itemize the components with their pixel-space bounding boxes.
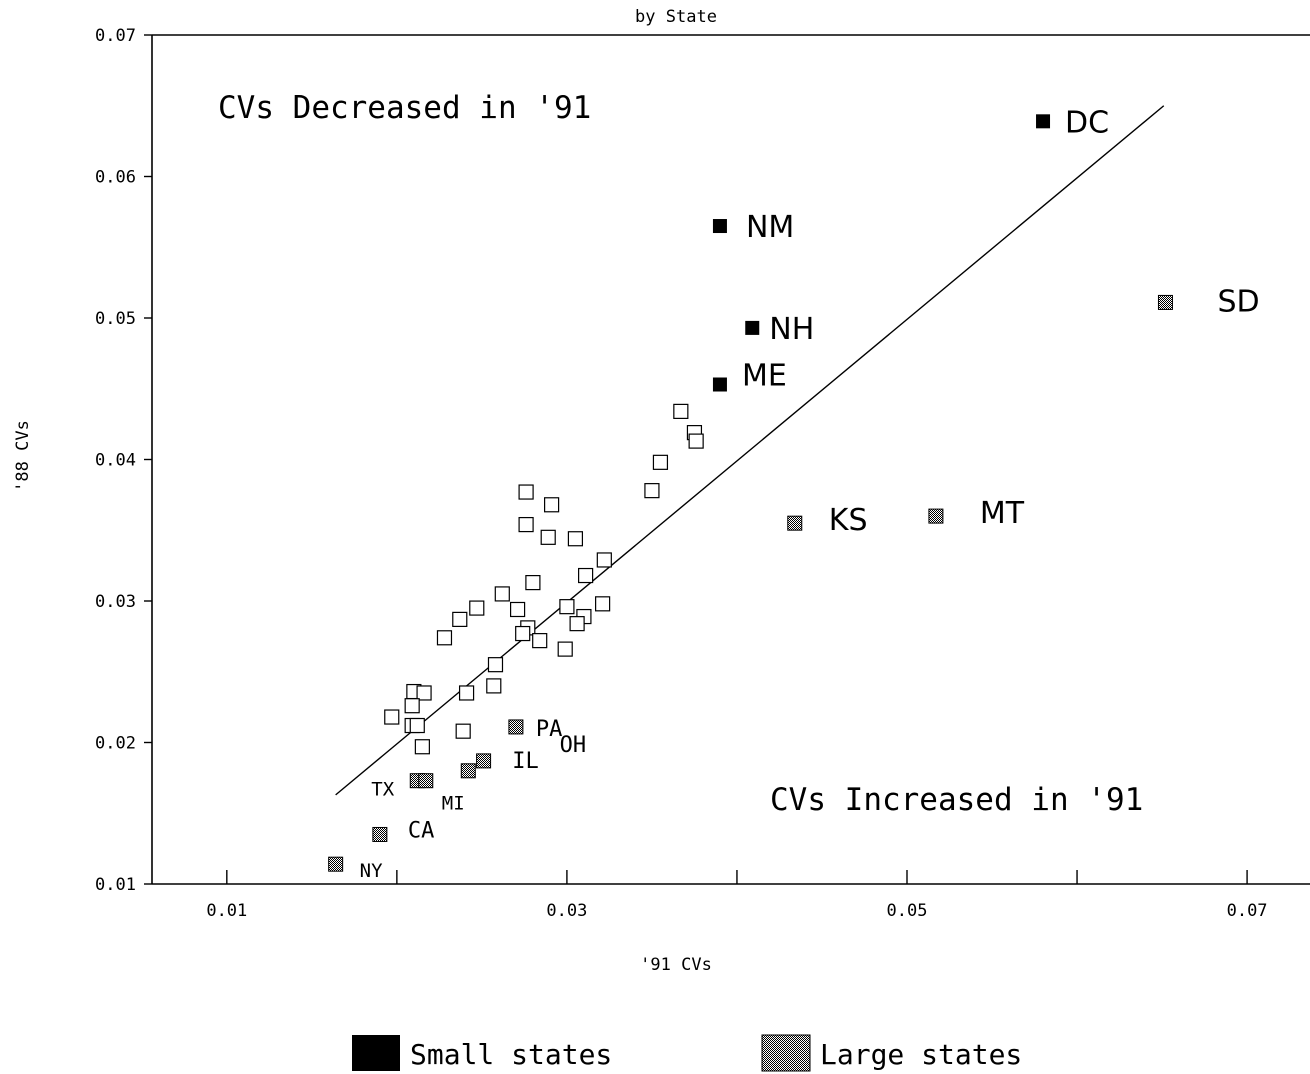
data-point	[544, 497, 560, 513]
data-point	[595, 596, 611, 612]
data-point	[455, 723, 471, 739]
data-point	[518, 516, 534, 533]
data-point	[1036, 114, 1051, 129]
x-ticks: 0.01 0.03 0.05 0.07	[206, 870, 1268, 921]
data-point	[525, 575, 541, 591]
data-point	[518, 484, 534, 500]
legend-label-small-states: Small states	[410, 1038, 612, 1071]
data-point	[787, 515, 803, 531]
data-point	[509, 601, 526, 618]
data-point	[569, 616, 585, 632]
data-point	[458, 685, 475, 701]
point-label-nh: NH	[769, 312, 814, 347]
point-label-mt: MT	[980, 496, 1025, 531]
reference-line	[335, 105, 1165, 796]
series-large-states: SD KS MT PA IL OH TX MI CA NY	[328, 284, 1260, 882]
point-label-me: ME	[742, 359, 787, 394]
data-point	[688, 433, 704, 449]
data-point	[436, 630, 453, 646]
data-point	[652, 454, 669, 470]
data-point	[460, 763, 476, 779]
x-tick-label: 0.05	[887, 901, 928, 921]
data-point	[418, 773, 434, 789]
y-tick-label: 0.04	[95, 451, 136, 471]
data-point	[469, 600, 485, 616]
data-point	[372, 826, 388, 842]
data-point	[596, 552, 612, 568]
data-points: DC NM NH ME SD KS MT PA IL OH TX MI CA NY	[328, 105, 1260, 882]
data-point	[404, 698, 420, 714]
data-point	[414, 739, 430, 755]
data-point	[487, 657, 504, 673]
y-tick-label: 0.01	[95, 875, 136, 895]
data-point	[559, 599, 575, 615]
data-point	[384, 709, 400, 725]
data-point	[494, 586, 510, 602]
data-point	[712, 219, 727, 234]
annotation-decreased: CVs Decreased in '91	[218, 90, 591, 126]
legend: Small states Large states	[352, 1034, 1022, 1072]
y-tick-label: 0.07	[95, 26, 136, 46]
data-point	[712, 377, 727, 392]
y-axis-label: '88 CVs	[13, 420, 33, 492]
data-point	[486, 678, 502, 694]
data-point	[745, 320, 760, 335]
point-label-il: IL	[512, 749, 539, 774]
point-label-dc: DC	[1065, 105, 1109, 140]
point-label-mi: MI	[442, 793, 465, 815]
x-axis-label: '91 CVs	[640, 955, 712, 975]
data-point	[452, 611, 468, 627]
y-tick-label: 0.06	[95, 168, 136, 188]
data-point	[409, 717, 425, 734]
data-point	[328, 856, 344, 872]
data-point	[673, 403, 689, 419]
legend-swatch-large-states	[761, 1034, 811, 1072]
series-small-states: DC NM NH ME	[712, 105, 1109, 394]
x-tick-label: 0.01	[206, 901, 247, 921]
series-other-states	[384, 403, 704, 755]
data-point	[416, 685, 432, 701]
point-label-pa: PA	[536, 717, 563, 742]
point-label-ny: NY	[360, 860, 383, 882]
point-label-sd: SD	[1217, 284, 1259, 319]
legend-item-small-states: Small states	[352, 1035, 612, 1071]
chart-subtitle: by State	[635, 7, 717, 27]
data-point	[1157, 294, 1173, 310]
x-tick-label: 0.03	[546, 901, 587, 921]
y-tick-label: 0.02	[95, 734, 136, 754]
plot-frame	[151, 34, 1310, 885]
legend-swatch-small-states	[352, 1035, 400, 1071]
point-label-nm: NM	[746, 210, 794, 245]
y-ticks: 0.01 0.02 0.03 0.04 0.05 0.06 0.07	[95, 26, 152, 895]
data-point	[928, 508, 944, 524]
data-point	[532, 633, 548, 649]
data-point	[644, 483, 660, 499]
legend-label-large-states: Large states	[820, 1038, 1022, 1071]
x-tick-label: 0.07	[1227, 901, 1268, 921]
point-label-tx: TX	[371, 779, 394, 801]
data-point	[476, 753, 492, 769]
data-point	[567, 531, 584, 547]
data-point	[578, 567, 594, 584]
legend-item-large-states: Large states	[761, 1034, 1022, 1072]
data-point	[557, 641, 573, 657]
y-tick-label: 0.05	[95, 309, 136, 329]
data-point	[515, 625, 531, 642]
point-label-oh: OH	[560, 733, 587, 758]
y-tick-label: 0.03	[95, 592, 136, 612]
data-point	[508, 719, 524, 735]
point-label-ca: CA	[408, 818, 435, 843]
data-point	[540, 529, 556, 545]
point-label-ks: KS	[829, 503, 868, 538]
annotation-increased: CVs Increased in '91	[770, 782, 1143, 818]
